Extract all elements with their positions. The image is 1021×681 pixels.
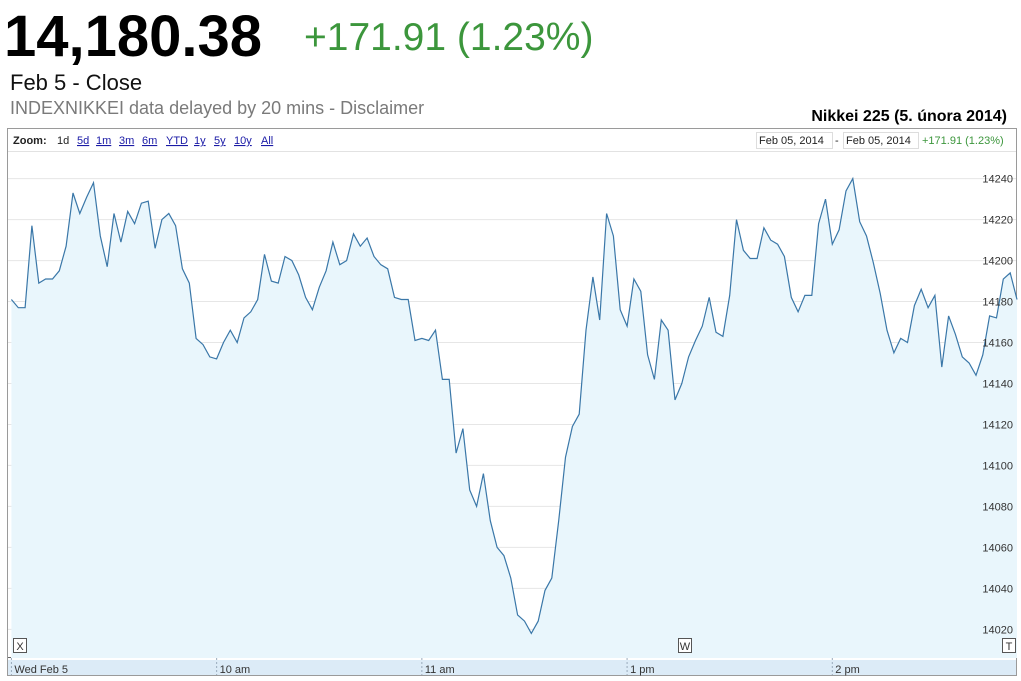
source-note: INDEXNIKKEI data delayed by 20 mins - Di… <box>10 98 424 118</box>
zoom-option[interactable]: 1m <box>96 135 111 147</box>
navigator-bar <box>8 660 1016 675</box>
flag-box <box>1002 638 1016 653</box>
price-change: +171.91 (1.23%) <box>304 16 593 59</box>
price: 14,180.38 <box>4 4 262 69</box>
flag-label[interactable]: X <box>16 641 24 653</box>
y-tick-label: 14240 <box>982 174 1013 186</box>
y-tick-label: 14120 <box>982 419 1013 431</box>
y-tick-label: 14220 <box>982 215 1013 227</box>
range-change: +171.91 (1.23%) <box>922 135 1004 147</box>
y-tick-label: 14060 <box>982 542 1013 554</box>
zoom-option[interactable]: 1y <box>194 135 206 147</box>
range-end[interactable]: Feb 05, 2014 <box>846 135 911 147</box>
close-date: Feb 5 - Close <box>10 70 142 95</box>
zoom-label: Zoom: <box>13 135 47 147</box>
zoom-option[interactable]: All <box>261 135 273 147</box>
y-tick-label: 14080 <box>982 501 1013 513</box>
zoom-option[interactable]: 3m <box>119 135 134 147</box>
range-start-box <box>756 132 833 149</box>
chart-title: Nikkei 225 (5. února 2014) <box>811 108 1007 125</box>
x-tick-label: 11 am <box>425 664 455 676</box>
x-tick-label: Wed Feb 5 <box>14 664 68 676</box>
zoom-option[interactable]: 1d <box>57 135 69 147</box>
x-tick-label: 2 pm <box>835 664 859 676</box>
plot: 14020 14040 14060 14080 14100 14120 14140 14160… <box>8 174 1018 676</box>
range-start[interactable]: Feb 05, 2014 <box>759 135 824 147</box>
range-end-box <box>843 132 919 149</box>
y-tick-label: 14100 <box>982 460 1013 472</box>
zoom-option[interactable]: YTD <box>166 135 188 147</box>
x-tick-label: 1 pm <box>630 664 654 676</box>
x-tick-label: 10 am <box>220 664 251 676</box>
zoom-option[interactable]: 5y <box>214 135 226 147</box>
area-fill <box>11 178 1017 658</box>
y-tick-label: 14140 <box>982 378 1013 390</box>
y-tick-label: 14160 <box>982 338 1013 350</box>
zoom-option[interactable]: 10y <box>234 135 252 147</box>
flag-box <box>13 638 27 653</box>
y-tick-label: 14040 <box>982 583 1013 595</box>
flag-label[interactable]: T <box>1006 641 1013 653</box>
range-separator: - <box>835 135 839 147</box>
flag-box <box>678 638 692 653</box>
y-tick-label: 14180 <box>982 297 1013 309</box>
y-tick-label: 14020 <box>982 624 1013 636</box>
toolbar: Zoom: 1d 5d 1m 3m 6m YTD 1y 5y 10y All Feb 05, 2014… <box>13 132 1004 149</box>
zoom-option[interactable]: 5d <box>77 135 89 147</box>
zoom-option[interactable]: 6m <box>142 135 157 147</box>
y-tick-label: 14200 <box>982 256 1013 268</box>
price-line <box>10 176 1018 635</box>
flag-label[interactable]: W <box>680 641 691 653</box>
